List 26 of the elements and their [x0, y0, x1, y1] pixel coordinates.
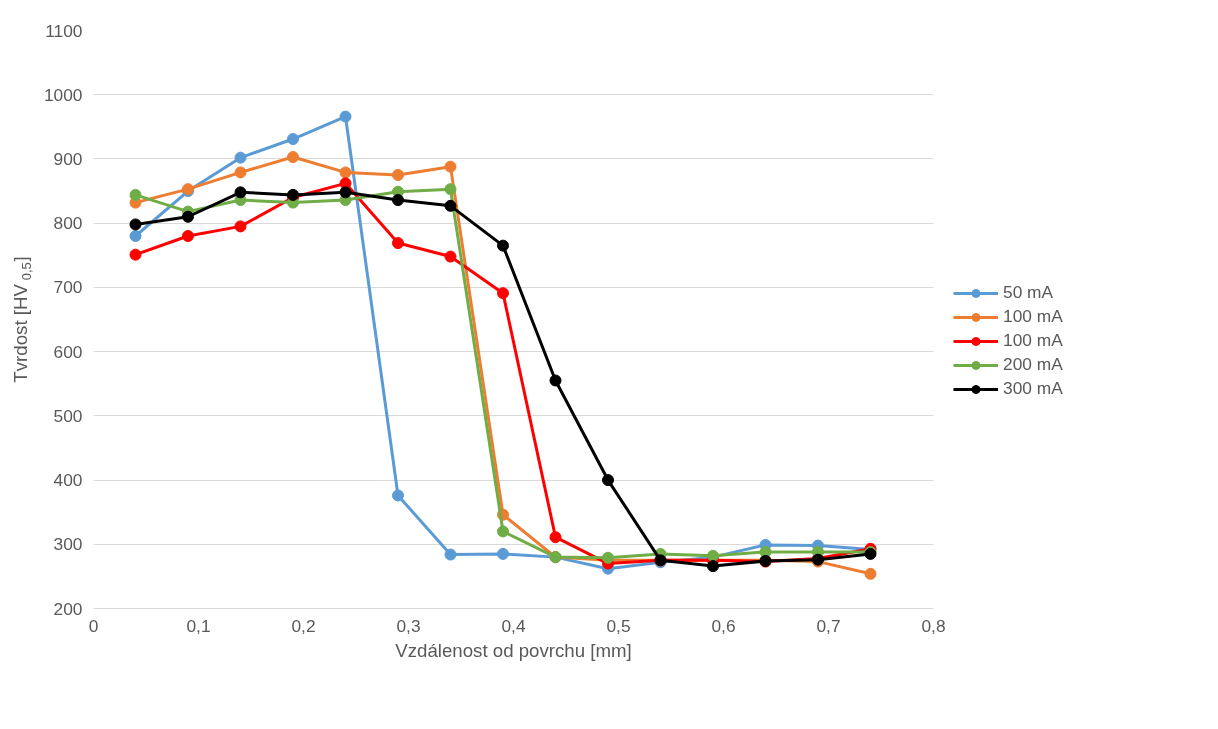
x-tick-label: 0,6 — [711, 615, 736, 636]
y-tick-label: 1100 — [45, 20, 83, 41]
x-tick-label: 0,2 — [291, 615, 316, 636]
y-tick-label: 1000 — [43, 84, 83, 105]
y-tick-label: 300 — [53, 534, 83, 555]
legend-label: 100 mA — [1003, 306, 1063, 327]
y-tick-label: 500 — [53, 405, 83, 426]
x-axis-title: Vzdálenost od povrchu [mm] — [395, 639, 632, 661]
y-tick-label: 800 — [53, 213, 83, 234]
x-tick-label: 0,5 — [606, 615, 631, 636]
legend-label: 200 mA — [1003, 354, 1063, 375]
x-tick-label: 0 — [88, 615, 99, 636]
y-tick-label: 600 — [53, 341, 83, 362]
x-tick-label: 0,1 — [186, 615, 211, 636]
x-tick-label: 0,7 — [816, 615, 841, 636]
y-axis-title: Tvrdost [HV0,5] — [10, 256, 34, 383]
y-tick-label: 900 — [53, 148, 83, 169]
x-tick-label: 0,3 — [396, 615, 421, 636]
legend-label: 50 mA — [1003, 282, 1054, 303]
x-tick-label: 0,4 — [501, 615, 526, 636]
y-tick-label: 700 — [53, 277, 83, 298]
legend-label: 100 mA — [1003, 330, 1063, 351]
x-tick-label: 0,8 — [921, 615, 946, 636]
legend-label: 300 mA — [1003, 378, 1063, 399]
y-tick-label: 400 — [53, 470, 83, 491]
y-tick-label: 200 — [53, 598, 83, 619]
